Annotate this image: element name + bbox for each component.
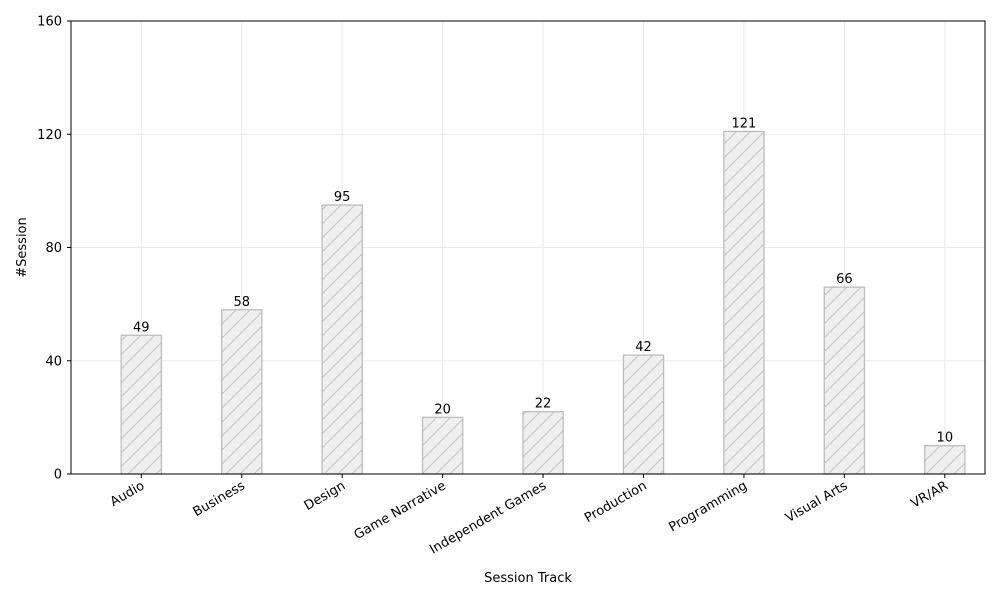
bar-business bbox=[221, 309, 263, 475]
bar-visual-arts bbox=[823, 286, 866, 475]
x-tick-label: Business bbox=[191, 478, 248, 520]
y-axis-title: #Session bbox=[15, 217, 30, 278]
y-tick-label: 40 bbox=[45, 354, 62, 369]
bar-value-label: 42 bbox=[635, 340, 652, 355]
x-tick-label: Design bbox=[302, 478, 348, 513]
bar-value-label: 49 bbox=[133, 320, 150, 335]
bar-value-label: 66 bbox=[836, 272, 853, 287]
bars bbox=[120, 130, 966, 475]
bar-value-label: 58 bbox=[233, 295, 250, 310]
y-tick-label: 120 bbox=[37, 128, 62, 143]
x-axis-title: Session Track bbox=[484, 571, 572, 586]
bar-value-label: 121 bbox=[732, 116, 757, 131]
x-tick-label: Visual Arts bbox=[783, 478, 850, 526]
bar-independent-games bbox=[522, 411, 564, 475]
x-tick-label: Game Narrative bbox=[352, 478, 449, 543]
bar-value-labels: 49 58 95 20 22 42 121 66 10 bbox=[133, 116, 953, 445]
x-tick-label: Production bbox=[582, 478, 649, 526]
bar-design bbox=[321, 204, 363, 475]
y-tick-label: 160 bbox=[37, 15, 62, 30]
bar-value-label: 10 bbox=[937, 431, 954, 446]
bar-value-label: 22 bbox=[535, 397, 552, 412]
bar-value-label: 20 bbox=[434, 402, 451, 417]
x-tick-label: VR/AR bbox=[908, 478, 950, 511]
x-tick-label: Audio bbox=[108, 478, 148, 509]
bar-vr-ar bbox=[924, 445, 966, 475]
y-tick-label: 80 bbox=[45, 241, 62, 256]
bar-game-narrative bbox=[421, 416, 464, 475]
bar-value-label: 95 bbox=[334, 190, 351, 205]
y-axis-ticks: 0 40 80 120 160 bbox=[37, 15, 71, 483]
bar-audio bbox=[120, 334, 163, 475]
y-tick-label: 0 bbox=[54, 468, 62, 483]
bar-production bbox=[622, 354, 665, 475]
x-tick-label: Programming bbox=[667, 478, 750, 535]
bar-programming bbox=[723, 130, 765, 475]
x-axis-ticks: Audio Business Design Game NarrativeIndepen… bbox=[108, 474, 951, 557]
